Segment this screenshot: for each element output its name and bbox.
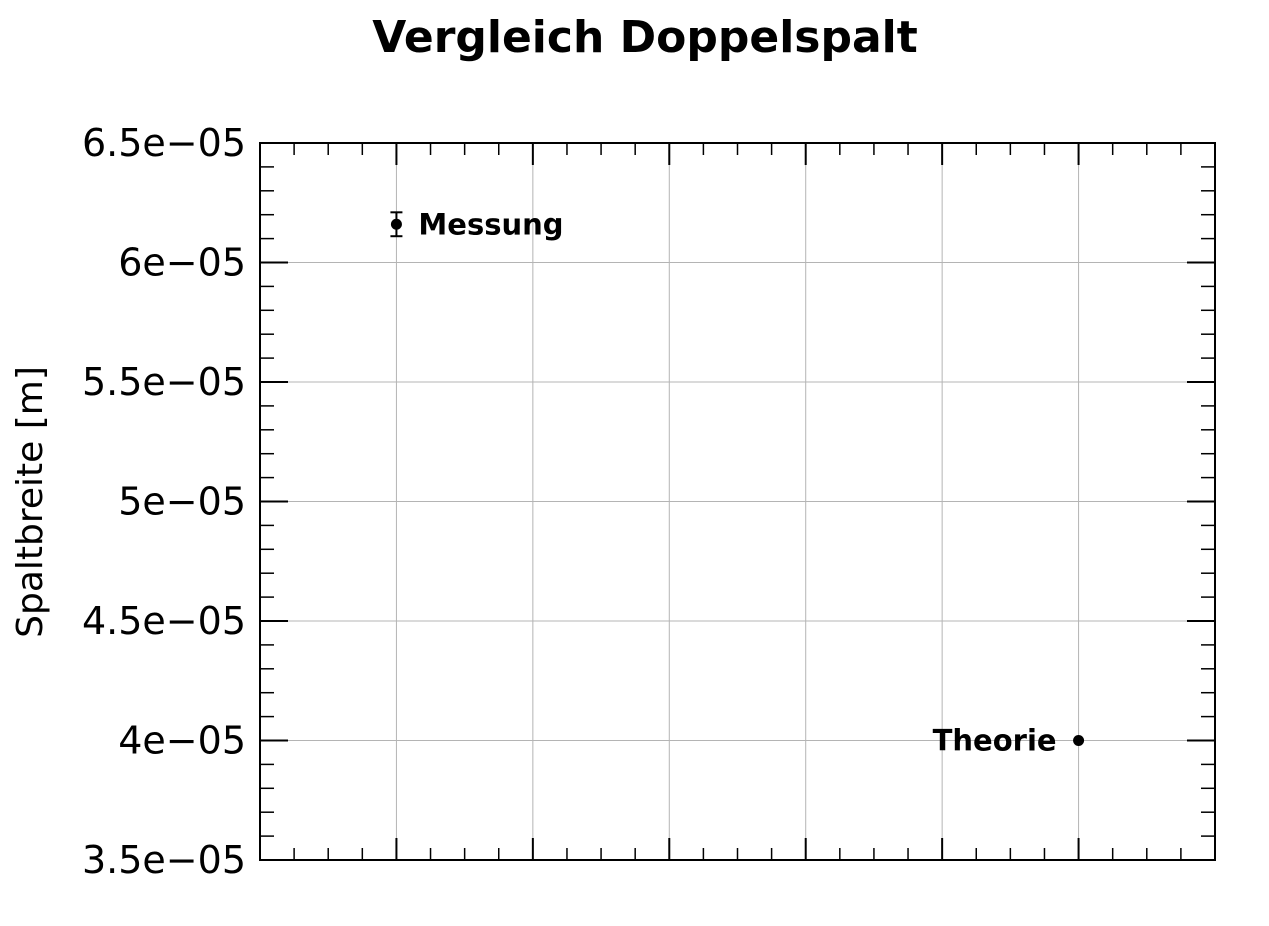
y-tick-label-0: 3.5e−05: [82, 838, 246, 882]
data-label-1: Theorie: [933, 724, 1057, 758]
y-tick-labels: 3.5e−05 4e−05 4.5e−05 5e−05 5.5e−05 6e−05 6.5e…: [82, 121, 246, 882]
y-tick-label-4: 5.5e−05: [82, 360, 246, 404]
chart-title: Vergleich Doppelspalt: [372, 12, 918, 63]
y-tick-label-3: 5e−05: [118, 480, 246, 524]
y-tick-label-5: 6e−05: [118, 241, 246, 285]
data-point-0: [390, 218, 402, 230]
grid: [260, 142, 1215, 861]
y-axis-label: Spaltbreite [m]: [10, 366, 51, 638]
ticks: [260, 142, 1215, 861]
y-tick-label-1: 4e−05: [118, 719, 246, 763]
data-points: Messung Theorie: [390, 207, 1085, 758]
y-tick-label-6: 6.5e−05: [82, 121, 246, 165]
y-tick-label-2: 4.5e−05: [82, 599, 246, 643]
data-point-1: [1073, 735, 1085, 746]
data-label-0: Messung: [418, 207, 563, 241]
